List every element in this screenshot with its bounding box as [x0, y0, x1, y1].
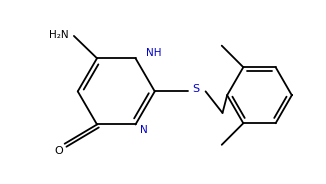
Text: S: S — [192, 84, 200, 94]
Text: O: O — [54, 146, 63, 156]
Text: NH: NH — [145, 48, 161, 58]
Text: N: N — [140, 125, 148, 135]
Text: H₂N: H₂N — [49, 30, 69, 40]
